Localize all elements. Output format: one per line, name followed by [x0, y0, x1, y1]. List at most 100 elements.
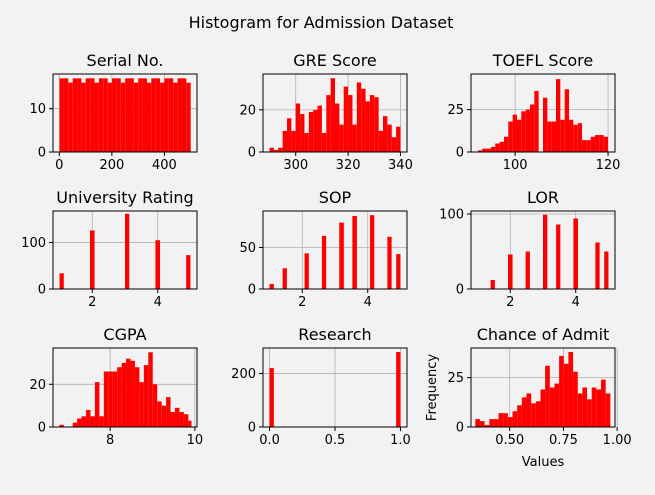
histogram-bar [103, 371, 109, 427]
subplot-title: Research [298, 325, 371, 344]
histogram-bar [330, 78, 335, 152]
histogram-bar [547, 121, 552, 152]
histogram-bar [59, 424, 64, 427]
histogram-bar [603, 136, 609, 152]
histogram-bar [489, 419, 494, 427]
histogram-bar [304, 253, 309, 289]
histogram-bar [81, 82, 86, 152]
histogram-bar [269, 368, 274, 427]
histogram-bar [335, 103, 340, 152]
histogram-bar [563, 363, 569, 427]
histogram-bar [183, 414, 189, 427]
histogram-bar [499, 141, 504, 152]
x-tick-label: 400 [152, 158, 177, 173]
x-tick-label: 0.0 [259, 433, 280, 448]
histogram-bar [595, 135, 600, 152]
histogram-bar [81, 416, 87, 427]
histogram-bar [143, 365, 149, 427]
subplot-title: LOR [527, 188, 559, 207]
histogram-bar [582, 140, 587, 152]
histogram-bar [596, 389, 602, 427]
histogram-bar [484, 425, 490, 427]
histogram-bar [291, 130, 296, 152]
histogram-bar [554, 383, 560, 427]
histogram-bar [151, 78, 156, 152]
histogram-bar [564, 89, 570, 152]
histogram-bar [168, 78, 174, 152]
histogram-bar [72, 78, 78, 152]
histogram-bar [498, 413, 504, 427]
x-tick-label: 0.50 [495, 433, 524, 448]
histogram-bar [98, 78, 104, 152]
histogram-bar [161, 405, 167, 427]
histogram-bar [133, 82, 139, 152]
subplot-2: 100 120 0 25 TOEFL Score [447, 51, 620, 173]
histogram-bar [543, 97, 548, 152]
histogram-bar [177, 78, 182, 152]
y-tick-label: 0 [456, 146, 464, 161]
x-tick-label: 2 [298, 295, 306, 310]
histogram-bar [605, 393, 611, 427]
y-tick-label: 0 [456, 421, 464, 436]
histogram-bar [170, 412, 175, 427]
histogram-bar [90, 78, 95, 152]
histogram-bar [549, 387, 555, 427]
histogram-bar [540, 389, 546, 427]
histogram-bar [343, 86, 349, 152]
histogram-bar [503, 136, 509, 152]
figure-suptitle: Histogram for Admission Dataset [189, 13, 454, 32]
histogram-bar [391, 137, 397, 152]
x-tick-label: 1.0 [390, 433, 411, 448]
histogram-bar [304, 133, 309, 152]
histogram-bar [378, 130, 383, 152]
histogram-bar [186, 82, 191, 152]
histogram-bar [269, 147, 274, 152]
subplot-title: Serial No. [87, 51, 164, 70]
histogram-bar [160, 82, 165, 152]
histogram-bar [374, 97, 379, 152]
histogram-bar [152, 384, 158, 427]
histogram-bar [179, 412, 184, 427]
histogram-bar [477, 150, 483, 152]
histogram-bar [595, 242, 600, 289]
histogram-bar [273, 149, 279, 152]
subplot-5: 2 4 0 100 LOR [439, 188, 616, 310]
histogram-bar [352, 124, 357, 152]
histogram-bar [166, 397, 171, 427]
histogram-bar [599, 135, 604, 152]
histogram-bar [586, 140, 591, 152]
histogram-bar [348, 95, 353, 152]
x-tick-label: 4 [572, 295, 580, 310]
histogram-bar [559, 355, 564, 427]
y-tick-label: 100 [21, 236, 46, 251]
histogram-bar [121, 362, 127, 427]
histogram-bar [387, 124, 392, 152]
histogram-bar [490, 280, 495, 289]
y-tick-label: 0 [248, 283, 256, 298]
histogram-bar [396, 126, 401, 152]
histogram-bar [569, 119, 574, 152]
x-tick-label: 8 [106, 433, 114, 448]
histogram-bar [356, 82, 362, 152]
histogram-bar [112, 371, 118, 427]
x-tick-label: 10 [187, 433, 204, 448]
axes-frame [262, 73, 408, 153]
histogram-bar [181, 78, 187, 152]
histogram-bar [475, 419, 480, 427]
x-axis-label: Values [522, 455, 565, 470]
subplot-title: GRE Score [293, 51, 377, 70]
y-tick-label: 0 [248, 421, 256, 436]
histogram-bar [125, 78, 130, 152]
histogram-bar [512, 411, 518, 427]
histogram-bar [531, 403, 536, 427]
histogram-bar [590, 136, 596, 152]
histogram-bar [479, 421, 485, 427]
subplot-title: SOP [319, 188, 352, 207]
x-tick-label: 2 [506, 295, 514, 310]
histogram-bar [482, 148, 487, 152]
histogram-bar [326, 95, 331, 152]
subplot-title: University Rating [56, 188, 193, 207]
y-tick-label: 20 [29, 378, 46, 393]
axes-frame [470, 210, 616, 290]
histogram-bar [507, 254, 513, 289]
